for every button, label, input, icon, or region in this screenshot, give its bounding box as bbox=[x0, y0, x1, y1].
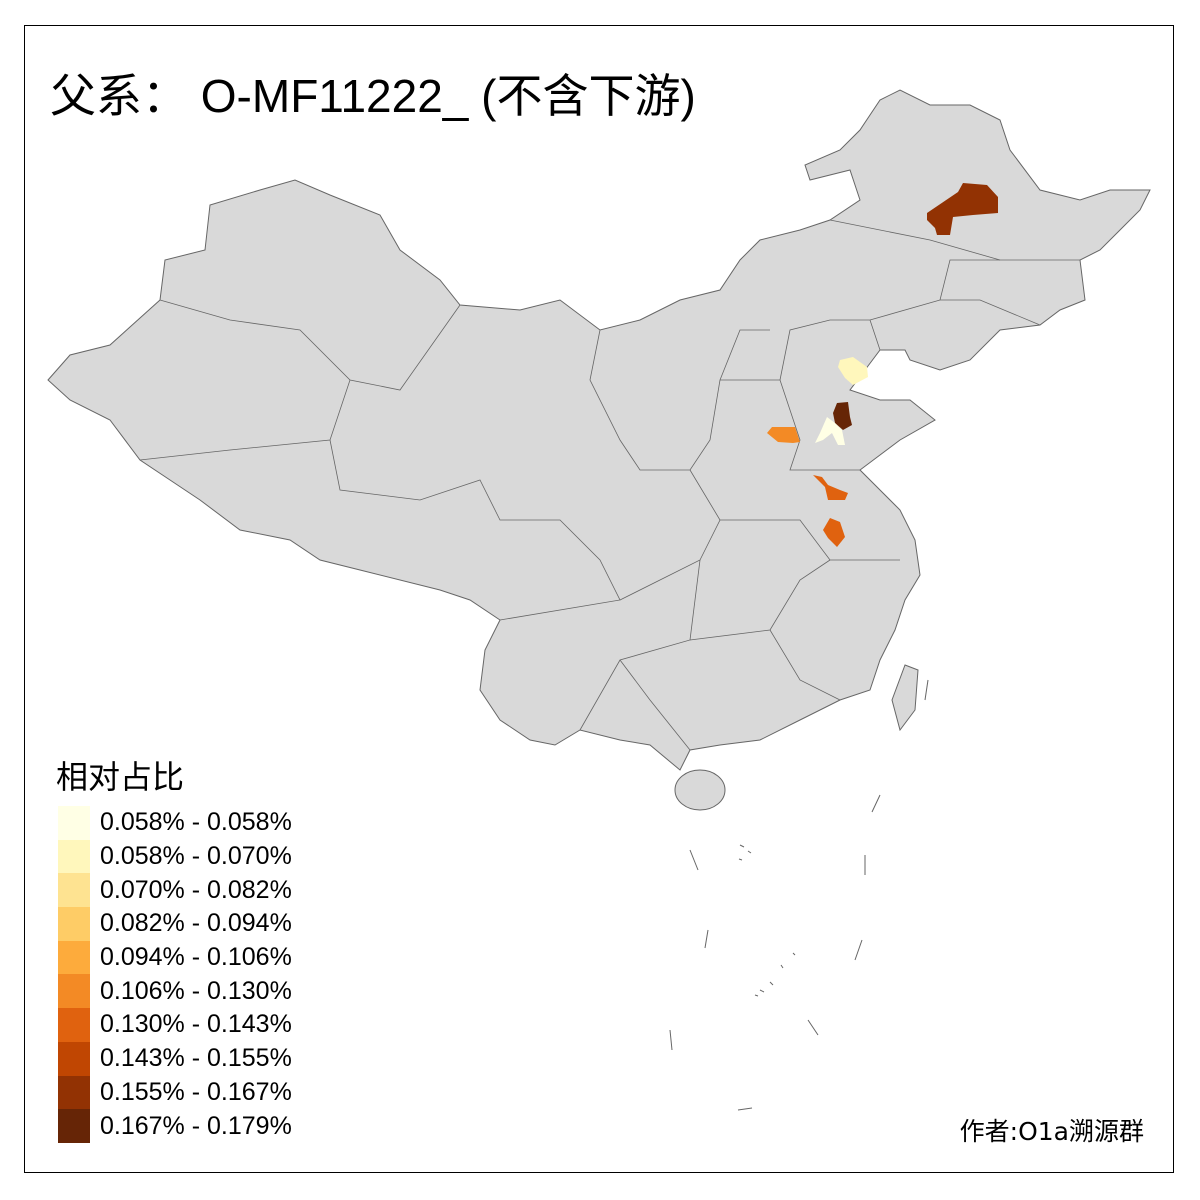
legend-item: 0.130% - 0.143% bbox=[58, 1008, 292, 1042]
legend-swatch bbox=[58, 974, 90, 1009]
legend-label: 0.082% - 0.094% bbox=[100, 909, 292, 938]
legend-item: 0.058% - 0.070% bbox=[58, 839, 292, 874]
highlighted-regions bbox=[767, 183, 998, 547]
legend-swatch bbox=[58, 1075, 90, 1110]
region-henan-east bbox=[813, 475, 848, 500]
legend-swatch bbox=[58, 873, 90, 908]
legend-label: 0.155% - 0.167% bbox=[100, 1077, 292, 1106]
legend-label: 0.167% - 0.179% bbox=[100, 1111, 292, 1140]
legend-item: 0.070% - 0.082% bbox=[58, 873, 292, 908]
region-heilongjiang bbox=[927, 183, 998, 235]
author-credit: 作者:O1a溯源群 bbox=[959, 1117, 1144, 1146]
legend-swatch bbox=[58, 1008, 90, 1042]
legend-label: 0.106% - 0.130% bbox=[100, 976, 292, 1005]
legend-item: 0.143% - 0.155% bbox=[58, 1041, 292, 1076]
region-hebei-south bbox=[833, 402, 852, 430]
map-title: 父系： O-MF11222_ (不含下游) bbox=[50, 70, 696, 122]
legend-swatch bbox=[58, 806, 90, 840]
legend-label: 0.058% - 0.070% bbox=[100, 842, 292, 871]
legend-swatch bbox=[58, 1041, 90, 1076]
region-hebei-north bbox=[838, 357, 868, 385]
legend-swatch bbox=[58, 839, 90, 874]
legend-label: 0.058% - 0.058% bbox=[100, 808, 292, 837]
legend-item: 0.167% - 0.179% bbox=[58, 1109, 292, 1143]
legend-item: 0.155% - 0.167% bbox=[58, 1075, 292, 1110]
region-anhui bbox=[823, 518, 845, 547]
legend-label: 0.094% - 0.106% bbox=[100, 943, 292, 972]
legend-item: 0.094% - 0.106% bbox=[58, 940, 292, 975]
hainan-island bbox=[674, 769, 726, 811]
legend-label: 0.070% - 0.082% bbox=[100, 875, 292, 904]
region-shanxi bbox=[767, 427, 800, 443]
legend-title: 相对占比 bbox=[56, 758, 185, 796]
legend-label: 0.143% - 0.155% bbox=[100, 1044, 292, 1073]
legend-item: 0.106% - 0.130% bbox=[58, 974, 292, 1009]
legend-swatch bbox=[58, 907, 90, 941]
legend-item: 0.058% - 0.058% bbox=[58, 806, 292, 840]
legend: 0.058% - 0.058% 0.058% - 0.070% 0.070% - 0… bbox=[58, 806, 292, 1143]
taiwan-island bbox=[891, 664, 919, 732]
province-borders bbox=[139, 219, 1080, 751]
china-mainland bbox=[47, 89, 1151, 771]
legend-swatch bbox=[58, 940, 90, 975]
south-sea-islands bbox=[669, 679, 929, 1111]
region-hebei-cream bbox=[815, 417, 845, 445]
legend-swatch bbox=[58, 1109, 90, 1143]
legend-item: 0.082% - 0.094% bbox=[58, 907, 292, 941]
legend-label: 0.130% - 0.143% bbox=[100, 1010, 292, 1039]
map-frame bbox=[24, 25, 1174, 1173]
